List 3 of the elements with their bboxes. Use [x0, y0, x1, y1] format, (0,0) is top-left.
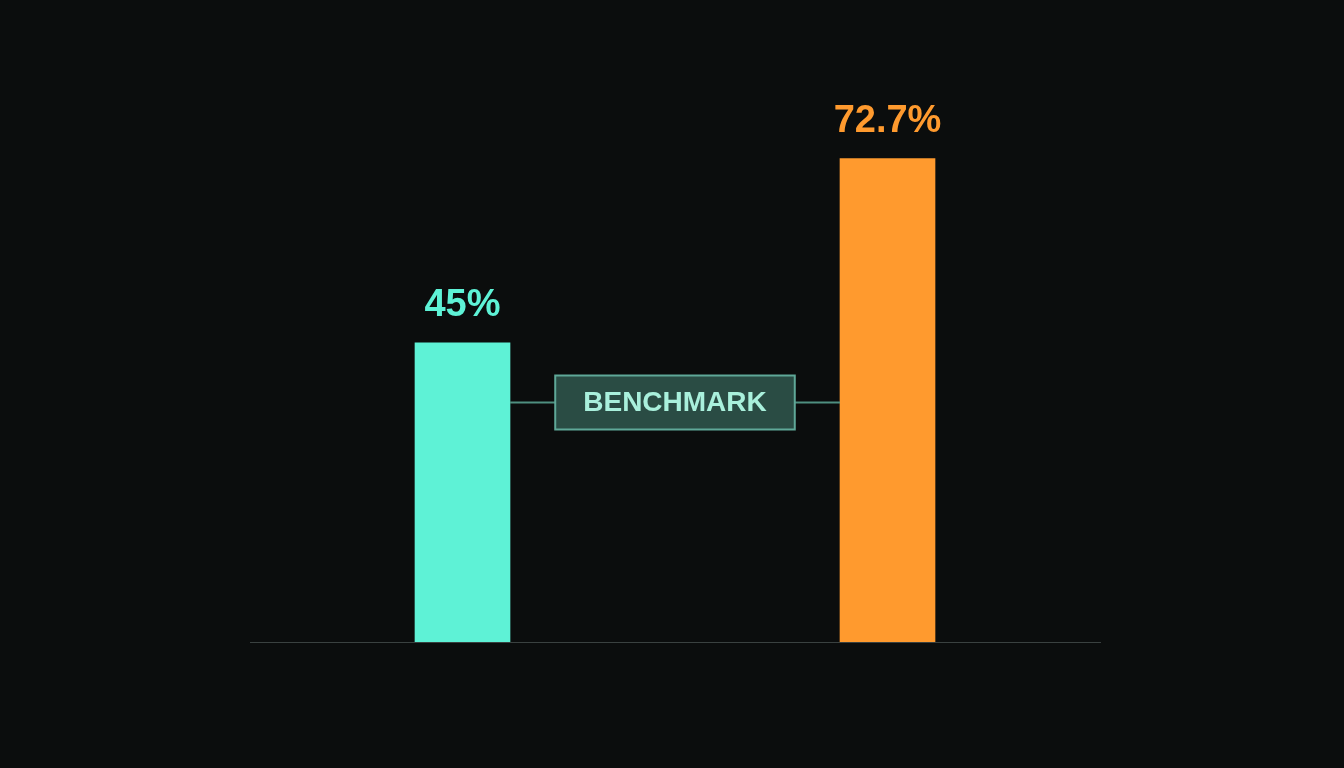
annotation: BENCHMARK [583, 386, 767, 418]
data-label: 45% [424, 282, 501, 325]
data-label: 72.7% [833, 98, 942, 141]
